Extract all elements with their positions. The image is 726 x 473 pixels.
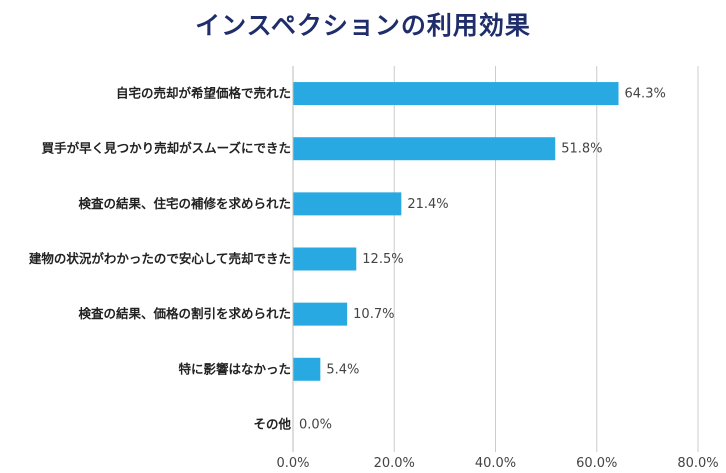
- category-label: その他: [253, 416, 291, 431]
- x-tick-label: 60.0%: [576, 456, 617, 471]
- category-label: 検査の結果、住宅の補修を求められた: [78, 196, 291, 211]
- category-label: 買手が早く見つかり売却がスムーズにできた: [42, 141, 291, 156]
- bar: [293, 192, 402, 216]
- bar: [293, 247, 357, 271]
- bar: [293, 82, 619, 106]
- bar: [293, 302, 348, 326]
- x-tick-label: 80.0%: [677, 456, 718, 471]
- x-tick-label: 40.0%: [475, 456, 516, 471]
- value-label: 10.7%: [353, 307, 394, 322]
- bar: [293, 357, 321, 381]
- x-tick-label: 0.0%: [276, 456, 309, 471]
- category-label: 建物の状況がわかったので安心して売却できた: [29, 251, 291, 266]
- category-label: 特に影響はなかった: [178, 361, 291, 376]
- value-label: 64.3%: [625, 87, 666, 102]
- x-tick-label: 20.0%: [374, 456, 415, 471]
- category-label: 検査の結果、価格の割引を求められた: [78, 306, 291, 321]
- bar: [293, 137, 556, 161]
- value-label: 51.8%: [561, 142, 602, 157]
- value-label: 21.4%: [407, 197, 448, 212]
- category-label: 自宅の売却が希望価格で売れた: [116, 86, 291, 101]
- value-label: 0.0%: [299, 417, 332, 432]
- chart-title: インスペクションの利用効果: [195, 11, 531, 40]
- value-label: 12.5%: [362, 252, 403, 267]
- value-label: 5.4%: [326, 362, 359, 377]
